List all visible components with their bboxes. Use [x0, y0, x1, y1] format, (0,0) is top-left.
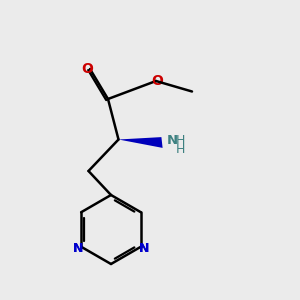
FancyBboxPatch shape [80, 62, 94, 76]
FancyBboxPatch shape [72, 242, 84, 254]
FancyBboxPatch shape [164, 136, 187, 155]
Polygon shape [118, 137, 163, 148]
Text: O: O [151, 74, 163, 88]
Text: N: N [73, 242, 83, 255]
Text: N: N [139, 242, 149, 255]
Text: N: N [167, 134, 178, 148]
FancyBboxPatch shape [151, 74, 163, 88]
Text: O: O [81, 62, 93, 76]
Text: N: N [139, 242, 149, 255]
FancyBboxPatch shape [138, 242, 150, 254]
Text: H: H [175, 142, 185, 156]
Text: H: H [175, 134, 185, 148]
Text: N: N [73, 242, 83, 255]
